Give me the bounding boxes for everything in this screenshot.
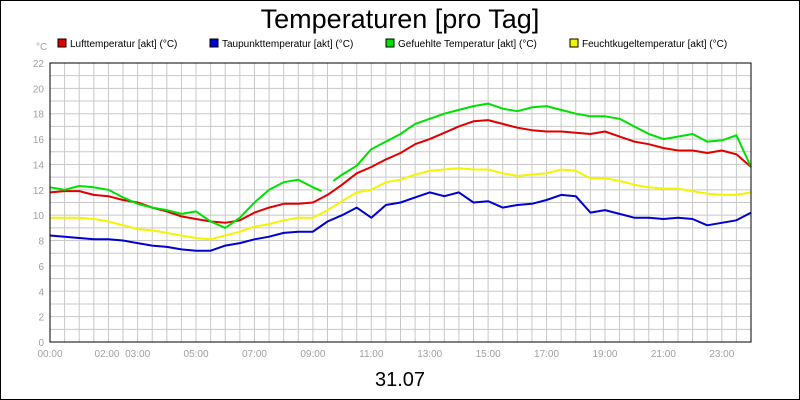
y-tick-label: 4 [38, 287, 44, 298]
x-tick-label: 23:00 [709, 349, 734, 360]
series-line-4 [50, 167, 752, 241]
y-tick-label: 10 [33, 211, 45, 222]
y-tick-label: 12 [33, 186, 45, 197]
legend-item: Taupunkttemperatur [akt] (°C) [209, 38, 353, 50]
legend-swatch [57, 38, 67, 48]
x-tick-label: 13:00 [417, 349, 442, 360]
y-tick-label: 14 [33, 160, 45, 171]
plot-border [49, 62, 752, 343]
y-tick-label: 18 [33, 110, 45, 121]
series-line-3 [49, 102, 752, 229]
x-tick-label: 02:00 [94, 349, 119, 360]
legend: Lufttemperatur [akt] (°C) Taupunkttempera… [57, 38, 727, 50]
y-tick-label: 2 [38, 313, 44, 324]
x-tick-label: 17:00 [534, 349, 559, 360]
legend-label: Gefuehlte Temperatur [akt] (°C) [398, 39, 537, 50]
series-lines [49, 102, 752, 252]
date-label: 31.07 [375, 369, 425, 391]
y-tick-label: 8 [38, 237, 44, 248]
x-tick-label: 00:00 [37, 349, 62, 360]
legend-swatch [569, 38, 579, 48]
x-axis: 00:00 02:00 03:00 05:00 07:00 09:00 11:00 13:00… [37, 349, 734, 360]
y-tick-label: 0 [38, 338, 44, 349]
x-tick-label: 11:00 [359, 349, 384, 360]
x-tick-label: 09:00 [300, 349, 325, 360]
y-tick-label: 20 [33, 84, 45, 95]
x-tick-label: 15:00 [476, 349, 501, 360]
y-tick-label: 16 [33, 135, 45, 146]
y-tick-label: 6 [38, 262, 44, 273]
series-line-2 [49, 191, 752, 252]
x-tick-label: 19:00 [592, 349, 617, 360]
x-tick-label: 07:00 [242, 349, 267, 360]
legend-label: Feuchtkugeltemperatur [akt] (°C) [582, 39, 727, 50]
x-tick-label: 21:00 [651, 349, 676, 360]
legend-item: Gefuehlte Temperatur [akt] (°C) [385, 38, 537, 50]
chart-title: Temperaturen [pro Tag] [261, 4, 540, 34]
y-tick-label: 22 [33, 59, 45, 70]
legend-item: Feuchtkugeltemperatur [akt] (°C) [569, 38, 727, 50]
x-tick-label: 05:00 [184, 349, 209, 360]
legend-swatch [209, 38, 219, 48]
legend-item: Lufttemperatur [akt] (°C) [57, 38, 177, 50]
y-unit-label: °C [36, 42, 47, 53]
legend-swatch [385, 38, 395, 48]
legend-label: Lufttemperatur [akt] (°C) [70, 39, 177, 50]
x-tick-label: 03:00 [125, 349, 150, 360]
legend-label: Taupunkttemperatur [akt] (°C) [222, 39, 353, 50]
series-line-1 [49, 119, 752, 224]
y-axis: 0 2 4 6 8 10 12 14 16 18 20 22 [33, 59, 45, 349]
